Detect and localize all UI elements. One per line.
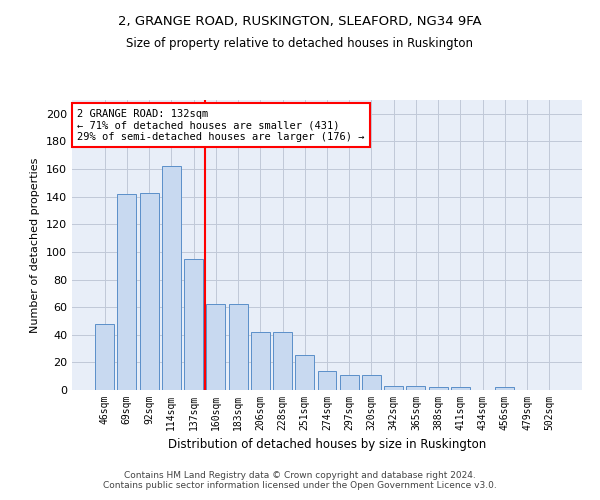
Bar <box>451 387 470 390</box>
Bar <box>406 386 425 390</box>
Bar <box>384 386 403 390</box>
Bar <box>273 332 292 390</box>
Bar <box>162 166 181 390</box>
Bar <box>140 192 158 390</box>
Bar <box>184 259 203 390</box>
Bar <box>251 332 270 390</box>
Text: 2, GRANGE ROAD, RUSKINGTON, SLEAFORD, NG34 9FA: 2, GRANGE ROAD, RUSKINGTON, SLEAFORD, NG… <box>118 15 482 28</box>
Bar <box>118 194 136 390</box>
Bar <box>229 304 248 390</box>
Bar <box>340 375 359 390</box>
Bar <box>362 375 381 390</box>
Text: 2 GRANGE ROAD: 132sqm
← 71% of detached houses are smaller (431)
29% of semi-det: 2 GRANGE ROAD: 132sqm ← 71% of detached … <box>77 108 365 142</box>
Bar <box>496 387 514 390</box>
Bar <box>295 356 314 390</box>
Text: Size of property relative to detached houses in Ruskington: Size of property relative to detached ho… <box>127 38 473 51</box>
Bar <box>206 304 225 390</box>
Y-axis label: Number of detached properties: Number of detached properties <box>31 158 40 332</box>
Bar <box>317 370 337 390</box>
Text: Contains HM Land Registry data © Crown copyright and database right 2024.
Contai: Contains HM Land Registry data © Crown c… <box>103 470 497 490</box>
Bar <box>429 387 448 390</box>
X-axis label: Distribution of detached houses by size in Ruskington: Distribution of detached houses by size … <box>168 438 486 452</box>
Bar <box>95 324 114 390</box>
